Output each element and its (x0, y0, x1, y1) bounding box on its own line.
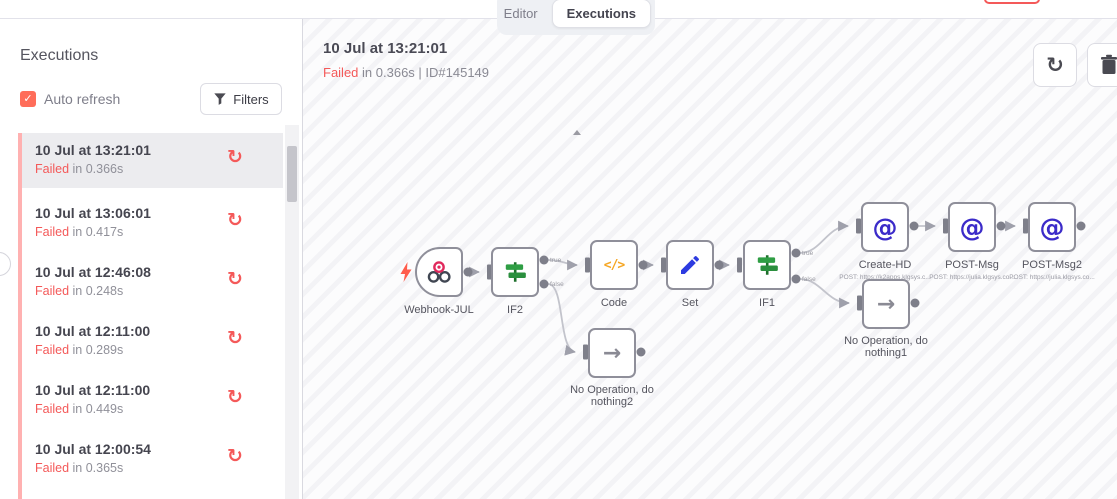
execution-list-item[interactable]: 10 Jul at 12:46:08 Failed in 0.248s ↻ (22, 255, 283, 310)
webhook-icon (427, 261, 451, 283)
node-label: POST-Msg (945, 259, 999, 271)
retry-execution-icon[interactable]: ↻ (222, 384, 248, 410)
filters-label: Filters (233, 91, 269, 107)
node-set[interactable] (666, 240, 714, 290)
http-request-icon: @ (959, 212, 985, 242)
scrollbar-up-arrow-icon[interactable] (573, 130, 581, 135)
node-noop2[interactable]: → (588, 328, 636, 378)
node-label: IF2 (507, 304, 523, 316)
node-subtitle: POST: https://julia.klgsys.co... (929, 274, 1015, 281)
retry-execution-icon[interactable]: ↻ (222, 325, 248, 351)
execution-status: Failed in 0.417s (35, 225, 124, 239)
node-create-hd[interactable]: @ (861, 202, 909, 252)
delete-execution-button[interactable] (1087, 43, 1117, 87)
retry-execution-icon[interactable]: ↻ (222, 443, 248, 469)
filters-button[interactable]: Filters (200, 83, 282, 115)
failed-status-stripe (18, 133, 22, 499)
node-label: No Operation, do nothing1 (844, 335, 928, 359)
execution-list-item[interactable]: 10 Jul at 12:11:00 Failed in 0.449s ↻ (22, 373, 283, 428)
node-label: No Operation, do nothing2 (570, 384, 654, 408)
node-label: POST-Msg2 (1022, 259, 1082, 271)
execution-date: 10 Jul at 13:21:01 (35, 142, 151, 158)
execution-status: Failed in 0.248s (35, 284, 124, 298)
refresh-execution-button[interactable]: ↻ (1033, 43, 1077, 87)
sidebar-scrollbar[interactable] (285, 125, 581, 499)
tab-editor[interactable]: Editor (503, 6, 538, 21)
execution-date: 10 Jul at 13:06:01 (35, 205, 151, 221)
execution-date: 10 Jul at 12:46:08 (35, 264, 151, 280)
execution-list-item[interactable]: 10 Jul at 12:11:00 Failed in 0.289s ↻ (22, 314, 283, 369)
executions-sidebar: Executions ✓ Auto refresh Filters 10 Jul… (0, 19, 581, 499)
node-webhook-jul[interactable] (415, 247, 463, 297)
view-tab-group: Editor Executions (497, 0, 655, 35)
execution-status: Failed in 0.289s (35, 343, 124, 357)
retry-execution-icon[interactable]: ↻ (222, 144, 248, 170)
node-post-msg2[interactable]: @ (1028, 202, 1076, 252)
tab-executions[interactable]: Executions (551, 0, 651, 28)
node-subtitle: POST: https://julia.klgsys.co... (1009, 274, 1095, 281)
execution-header-status: Failed in 0.366s | ID#145149 (323, 65, 490, 80)
execution-date: 10 Jul at 12:11:00 (35, 382, 151, 398)
stop-workflow-button-partial[interactable] (984, 0, 1040, 4)
node-label: Set (681, 297, 699, 309)
workflow-canvas[interactable]: 10 Jul at 13:21:01 Failed in 0.366s | ID… (303, 19, 1117, 499)
if-signpost-icon (505, 262, 526, 282)
noop-arrow-icon: → (602, 340, 622, 366)
execution-date: 10 Jul at 12:00:54 (35, 441, 151, 457)
trash-icon (1101, 54, 1117, 74)
scrollbar-thumb[interactable] (287, 146, 297, 202)
http-request-icon: @ (872, 212, 898, 242)
node-if2[interactable] (491, 247, 539, 297)
execution-status: Failed in 0.449s (35, 402, 124, 416)
node-code[interactable]: </> (590, 240, 638, 290)
refresh-icon: ↻ (1046, 53, 1064, 77)
execution-list-item[interactable]: 10 Jul at 13:06:01 Failed in 0.417s ↻ (22, 196, 283, 251)
execution-list-item[interactable]: 10 Jul at 12:00:54 Failed in 0.365s ↻ (22, 432, 283, 487)
code-icon: </> (603, 257, 626, 273)
node-noop1[interactable]: → (862, 279, 910, 329)
auto-refresh-label: Auto refresh (44, 91, 121, 107)
if-signpost-icon (757, 255, 778, 275)
output-port-label-true: true (550, 257, 562, 264)
execution-header-title: 10 Jul at 13:21:01 (323, 40, 448, 57)
node-post-msg[interactable]: @ (948, 202, 996, 252)
set-pencil-icon (681, 255, 700, 274)
noop-arrow-icon: → (876, 291, 896, 317)
sidebar-title: Executions (20, 47, 99, 64)
filter-funnel-icon (214, 93, 226, 105)
node-if1[interactable] (743, 240, 791, 290)
execution-date: 10 Jul at 12:11:00 (35, 323, 151, 339)
execution-status: Failed in 0.366s (35, 162, 124, 176)
execution-list-item[interactable]: 10 Jul at 13:21:01 Failed in 0.366s ↻ (22, 133, 283, 188)
auto-refresh-checkbox[interactable]: ✓ (20, 91, 36, 107)
retry-execution-icon[interactable]: ↻ (222, 266, 248, 292)
node-label: Create-HD (858, 259, 912, 271)
execution-status: Failed in 0.365s (35, 461, 124, 475)
node-label: Code (600, 297, 628, 309)
http-request-icon: @ (1039, 212, 1065, 242)
node-label: Webhook-JUL (404, 304, 474, 316)
output-port-label-true: true (802, 250, 814, 257)
node-label: IF1 (759, 297, 775, 309)
sidebar-collapse-toggle[interactable] (0, 252, 11, 276)
retry-execution-icon[interactable]: ↻ (222, 207, 248, 233)
trigger-bolt-icon (400, 262, 412, 282)
sidebar-controls: ✓ Auto refresh Filters (0, 83, 303, 119)
output-port-label-false: false (802, 276, 816, 283)
output-port-label-false: false (550, 281, 564, 288)
